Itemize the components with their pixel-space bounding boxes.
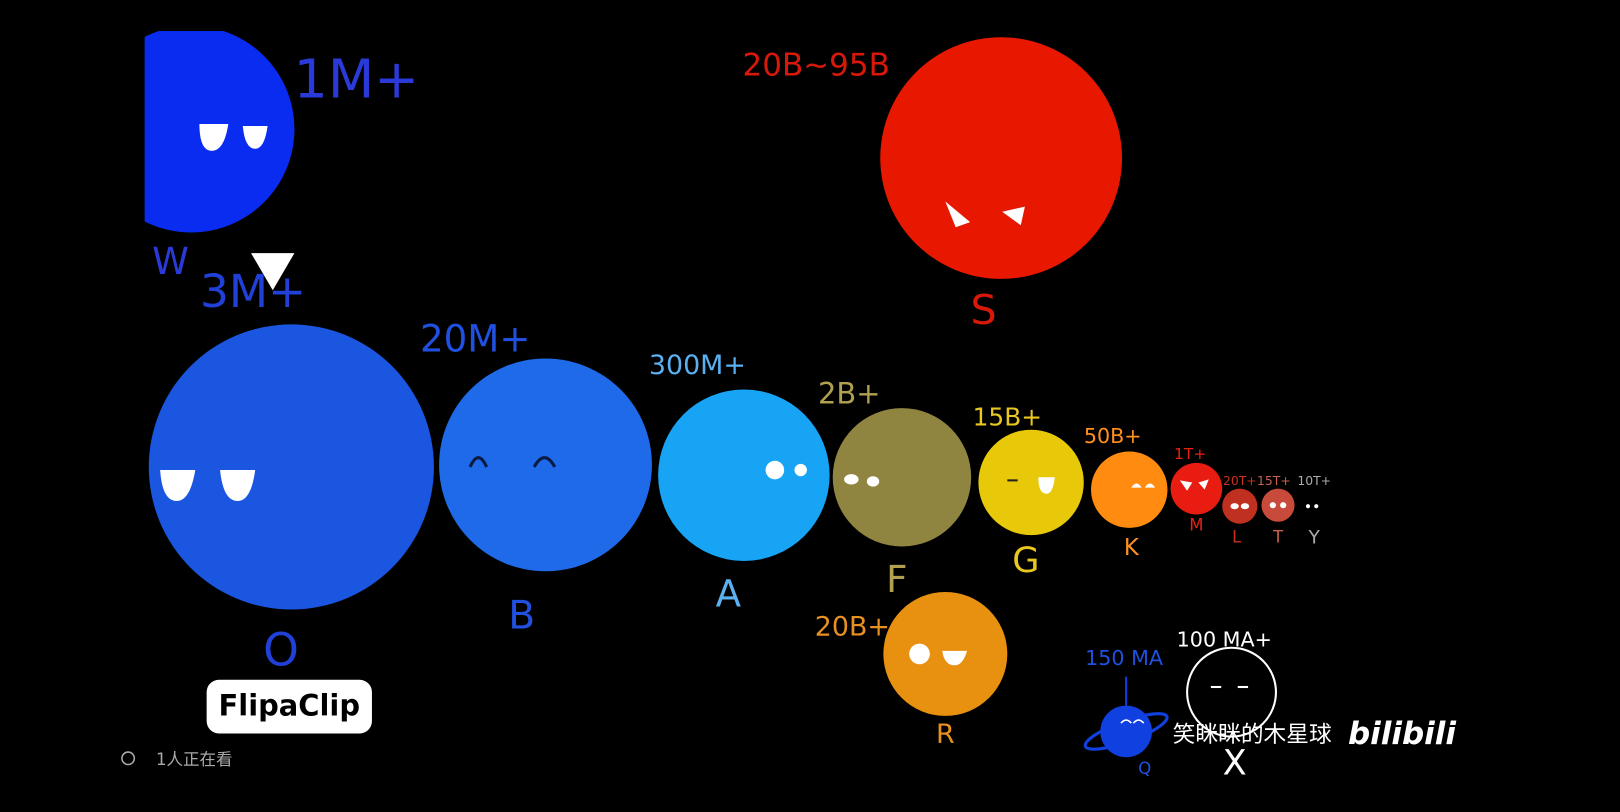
- star-letter: A: [716, 572, 742, 616]
- star-letter: O: [263, 623, 299, 676]
- star-a: [658, 389, 830, 561]
- star-letter: K: [1124, 535, 1140, 561]
- labels: W 1M+ O 3M+ B 20M+ A 300M+ F 2B+ G 15B+ K 50B+ M 1T+ L 20…: [152, 47, 1331, 783]
- star-mass: 150 MA: [1085, 646, 1163, 670]
- star-o: [148, 324, 434, 610]
- star-q: [1100, 705, 1152, 758]
- eyes: [1120, 719, 1145, 724]
- eyes: [160, 123, 1287, 666]
- star-mass: 15T+: [1257, 473, 1291, 488]
- star-mass: 50B+: [1084, 424, 1142, 448]
- star-mass: 20B~95B: [743, 48, 890, 84]
- star-mass: 1T+: [1174, 445, 1206, 463]
- viewer-icon: [121, 751, 136, 766]
- star-letter: B: [508, 593, 535, 638]
- star-mass: 20B+: [815, 612, 890, 643]
- star-t: [1261, 488, 1295, 522]
- star-mass: 10T+: [1297, 473, 1331, 488]
- star-mass: 2B+: [818, 377, 880, 411]
- app-logo-bg: [206, 679, 372, 734]
- app-logo: FlipaClip: [219, 689, 360, 723]
- star-s: [880, 37, 1123, 279]
- star-mass: 100 MA+: [1177, 628, 1272, 652]
- viewer-count: 1人正在看: [156, 750, 233, 769]
- star-m: [1170, 462, 1223, 515]
- star-letter: Q: [1138, 759, 1151, 778]
- star-letter: M: [1189, 515, 1203, 534]
- star-letter: F: [886, 557, 907, 601]
- star-y: [1314, 504, 1319, 509]
- star-letter: Y: [1308, 528, 1321, 549]
- star-letter: G: [1012, 540, 1039, 581]
- star-mass: 20M+: [420, 316, 531, 360]
- star-x: [1186, 646, 1277, 738]
- star-y: [1305, 504, 1311, 509]
- star-letter: R: [936, 719, 955, 750]
- closed-eyes: [468, 456, 557, 468]
- star-letter: W: [152, 239, 189, 283]
- star-letter: L: [1232, 528, 1242, 547]
- star-g: [978, 429, 1084, 536]
- star-l: [1222, 488, 1258, 524]
- canvas: [144, 30, 1319, 758]
- star-letter: S: [970, 286, 996, 334]
- star-mass: 15B+: [973, 402, 1042, 431]
- star-k: [1091, 451, 1168, 528]
- site-watermark: bilibili: [1348, 716, 1456, 752]
- star-mass: 20T+: [1223, 473, 1257, 488]
- cursor: [251, 253, 295, 291]
- star-mass: 3M+: [200, 265, 306, 318]
- star-mass: 300M+: [649, 350, 746, 381]
- star-letter: T: [1272, 528, 1284, 547]
- star-mass: 1M+: [294, 47, 420, 110]
- star-f: [832, 408, 972, 547]
- author-watermark: 笑眯眯的木星球: [1173, 722, 1332, 748]
- star-letter: X: [1223, 742, 1247, 783]
- star-b: [439, 358, 652, 572]
